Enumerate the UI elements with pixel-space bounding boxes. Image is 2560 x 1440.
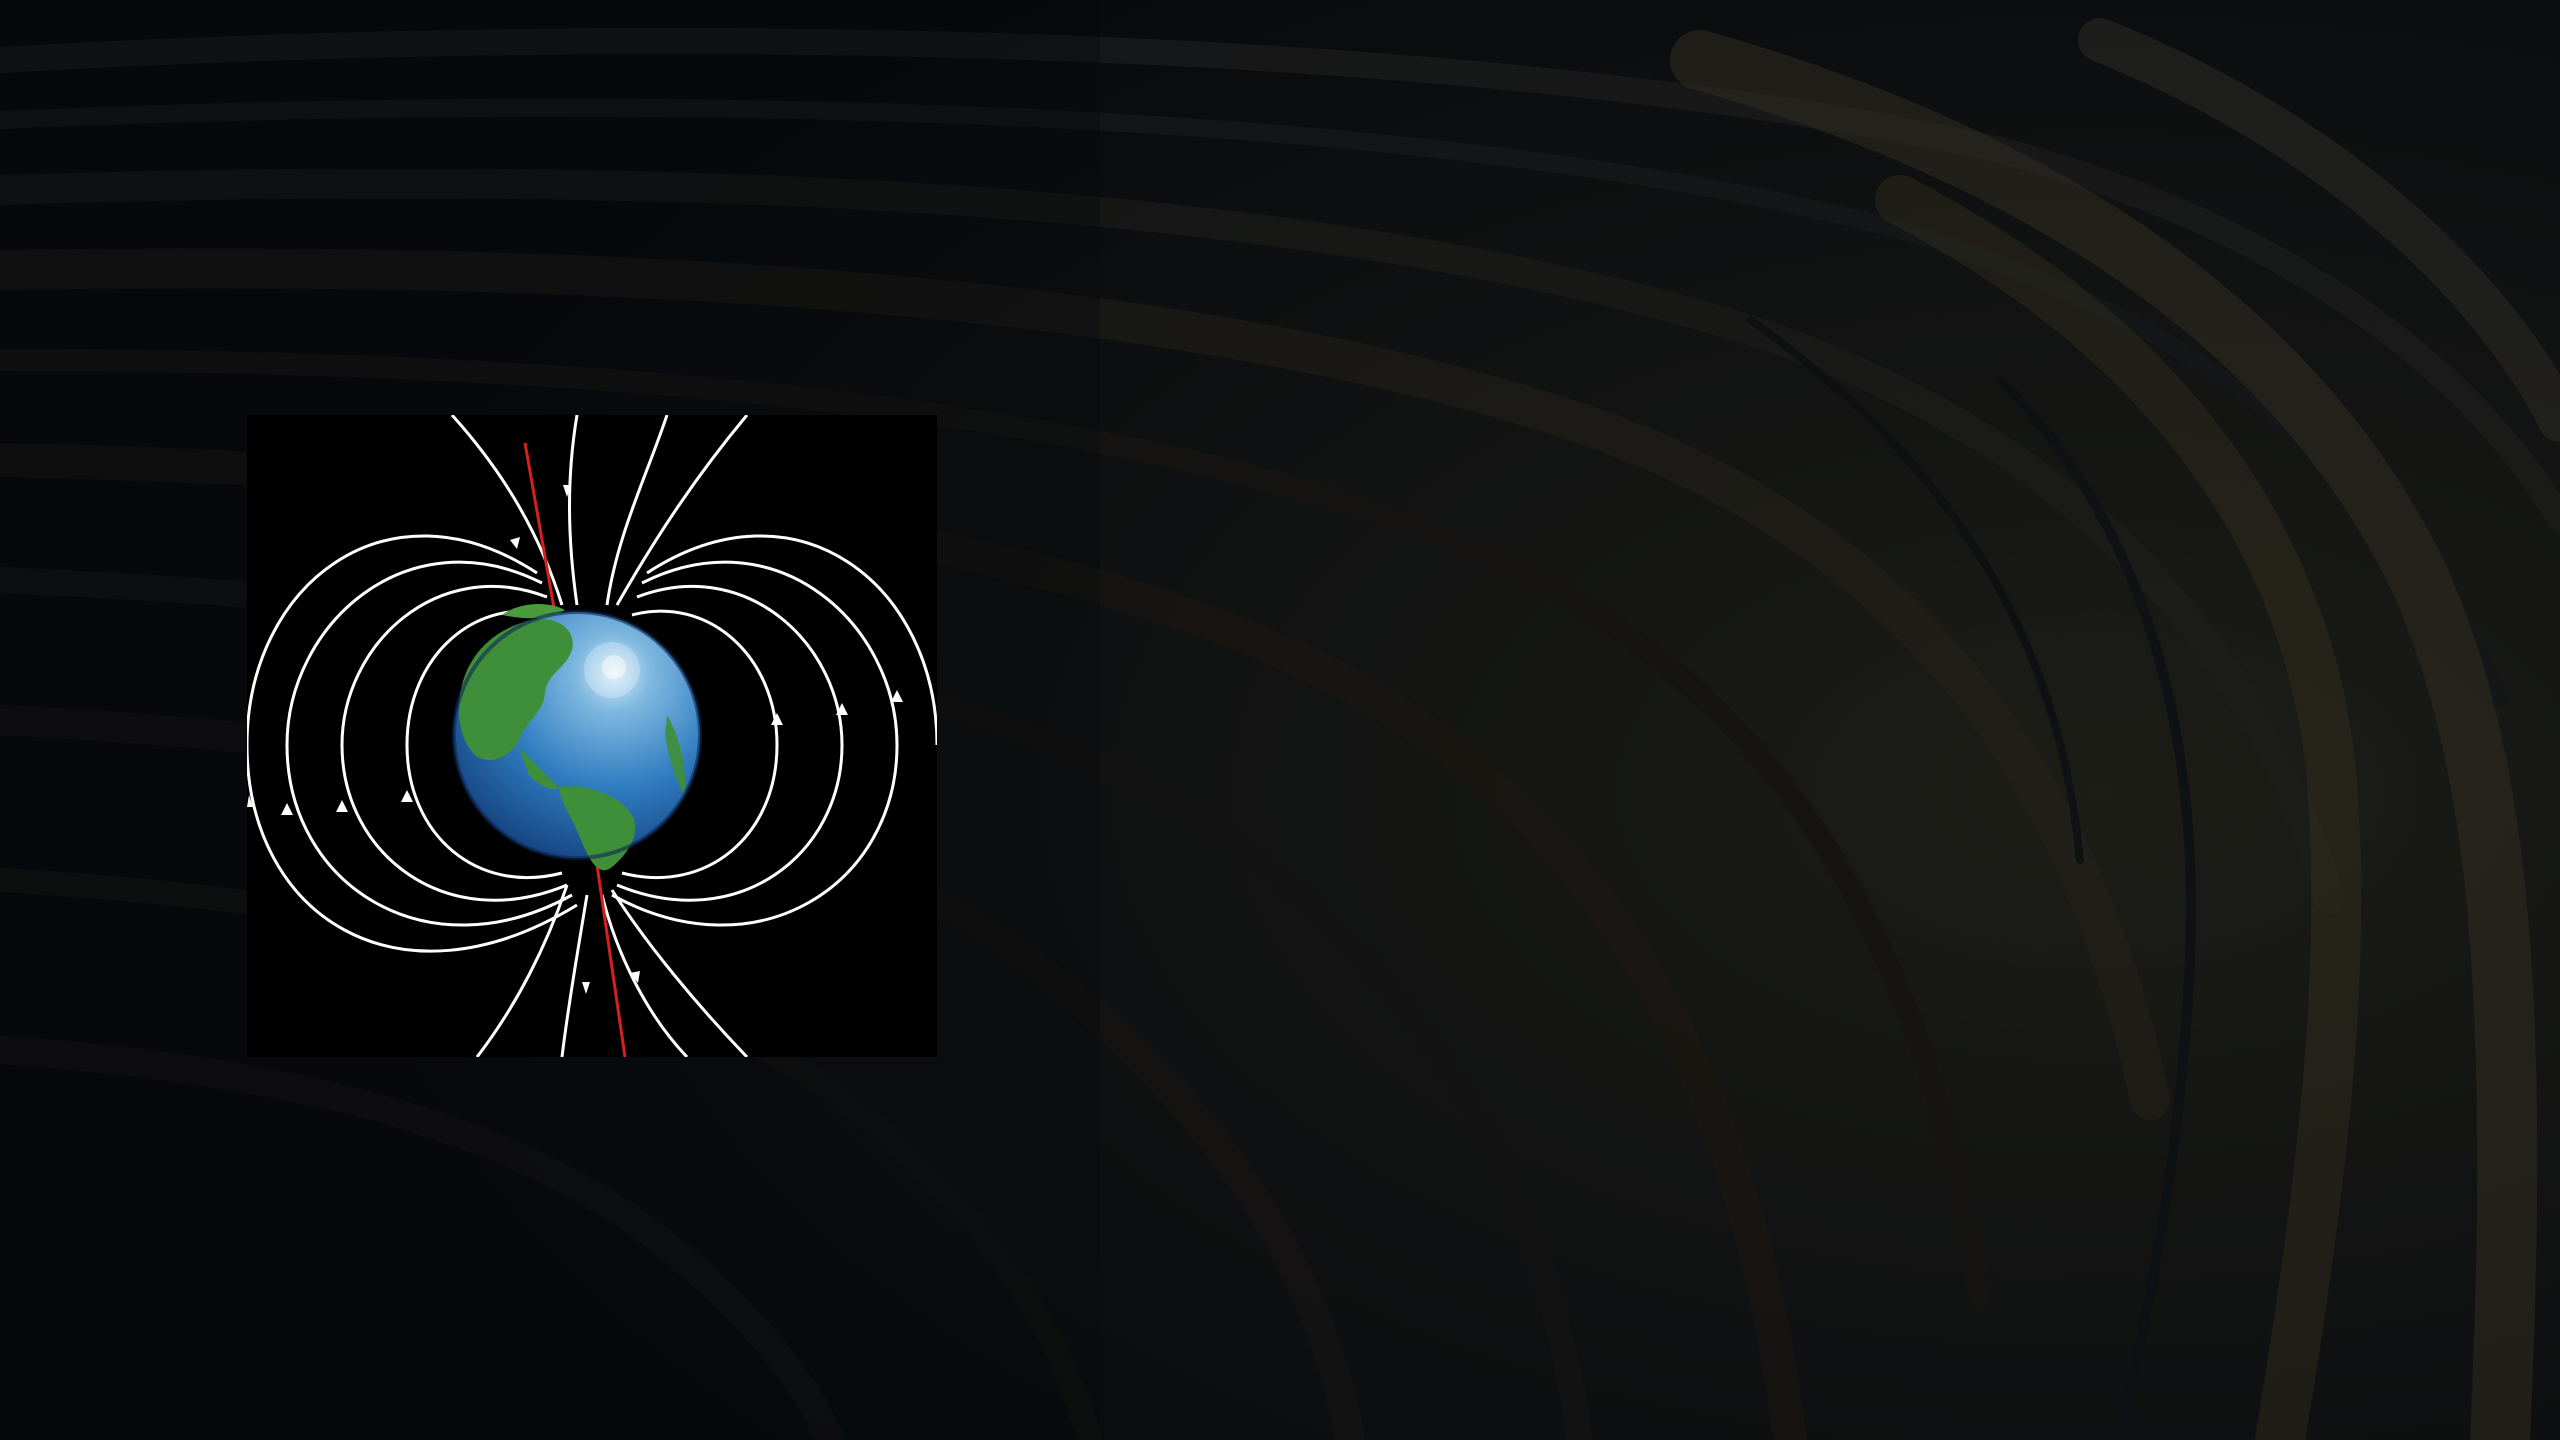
field-lines bbox=[247, 415, 937, 1057]
field-direction-arrows bbox=[247, 485, 903, 994]
earth-globe bbox=[452, 603, 702, 871]
magnetic-axis-south bbox=[595, 864, 627, 1057]
earth-magnetic-field-diagram bbox=[247, 415, 937, 1057]
magnetic-field-figure bbox=[247, 415, 937, 1057]
magnetic-axis-north bbox=[523, 442, 559, 626]
